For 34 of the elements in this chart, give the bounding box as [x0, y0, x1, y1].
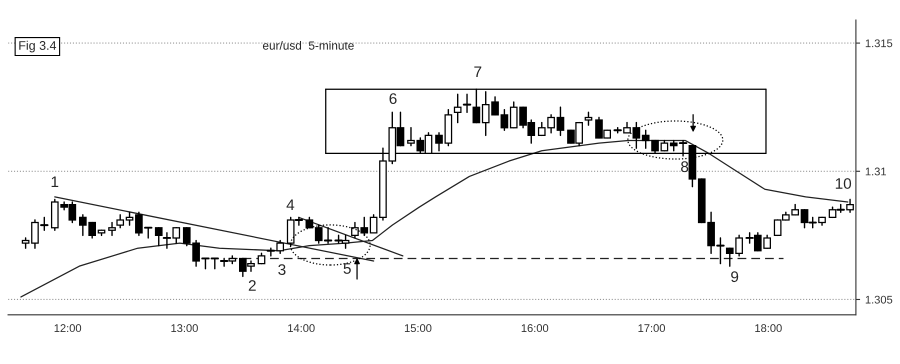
x-tick-label: 12:00	[54, 324, 82, 332]
candlestick	[182, 226, 191, 246]
candlestick	[454, 94, 462, 124]
annotation: 9	[731, 271, 738, 282]
annotation: 10	[836, 178, 852, 189]
annotation: 7	[474, 66, 482, 78]
annotation: 3	[278, 264, 286, 276]
annotation: 2	[248, 280, 256, 291]
y-tick-label: 1.31	[866, 168, 886, 176]
annotation: 4	[286, 200, 294, 210]
annotation: 1	[52, 176, 58, 188]
candlestick	[108, 222, 116, 236]
y-tick-label: 1.305	[866, 296, 892, 304]
candlestick	[258, 252, 266, 264]
candlestick	[584, 112, 592, 126]
candlestick	[79, 214, 87, 236]
annotation: 6	[390, 93, 397, 104]
x-tick-label: 14:00	[288, 324, 315, 332]
text: Fig 3.4	[19, 40, 56, 52]
x-tick-label: 16:00	[522, 324, 548, 332]
candlestick	[735, 234, 743, 257]
candlestick	[538, 122, 546, 136]
x-tick-label: 17:00	[638, 324, 666, 332]
candlestick	[154, 226, 163, 246]
x-tick-label: 18:00	[755, 324, 782, 332]
annotation: 5	[344, 263, 351, 274]
x-tick-label: 15:00	[404, 324, 432, 332]
x-tick-label: 13:00	[171, 324, 198, 332]
candlestick	[726, 248, 734, 267]
text: eur/usd 5-minute	[262, 41, 354, 50]
candlestick	[462, 94, 472, 114]
annotation: 8	[681, 161, 688, 172]
candlestick	[763, 234, 771, 249]
y-tick-label: 1.315	[866, 39, 892, 48]
